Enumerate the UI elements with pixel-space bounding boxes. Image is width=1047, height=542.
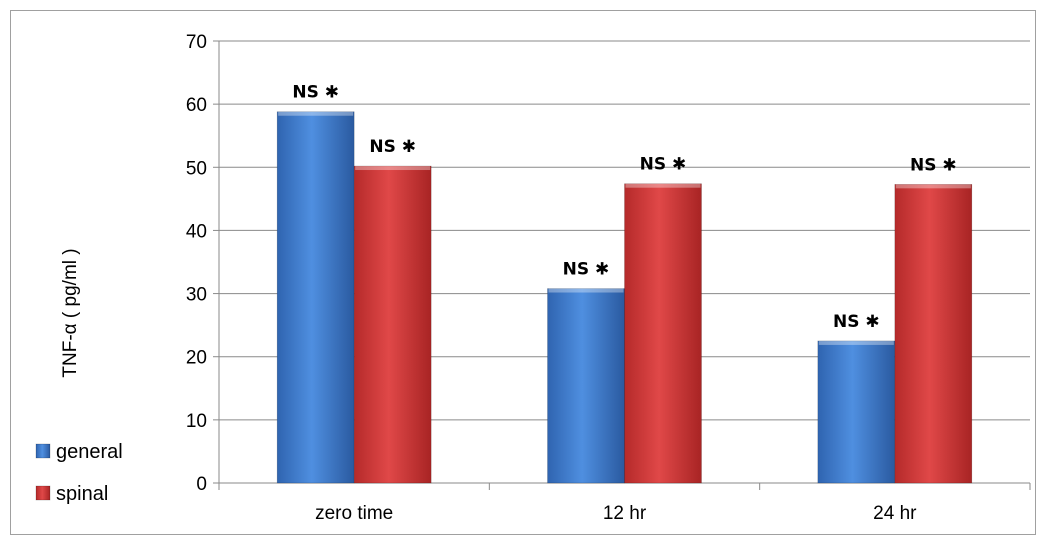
- data-label: NS ✱: [640, 155, 687, 175]
- y-tick-label: 70: [186, 32, 207, 53]
- y-tick-label: 60: [186, 95, 207, 116]
- y-tick-label: 40: [186, 221, 207, 242]
- bars: [276, 111, 973, 484]
- bar-highlight: [355, 166, 431, 171]
- bar-highlight: [895, 184, 971, 189]
- data-label: NS ✱: [910, 155, 957, 175]
- data-label: NS ✱: [563, 260, 610, 280]
- data-label: NS ✱: [833, 312, 880, 332]
- bar-highlight: [548, 288, 624, 293]
- y-tick-label: 20: [186, 348, 207, 369]
- bar-general: [817, 340, 896, 484]
- y-tick-label: 0: [196, 474, 207, 495]
- legend-label-general: general: [56, 441, 123, 463]
- bar-spinal: [353, 165, 432, 484]
- data-label: NS ✱: [369, 137, 416, 157]
- bar-general: [547, 288, 625, 484]
- bar-highlight: [278, 111, 354, 116]
- chart-frame: [10, 10, 1036, 535]
- y-axis-title: TNF-α ( pg/ml ): [60, 248, 81, 377]
- bar-general: [276, 111, 355, 484]
- legend: general spinal: [35, 441, 123, 505]
- bar-highlight: [625, 183, 701, 188]
- bar-spinal: [894, 184, 973, 484]
- legend-label-spinal: spinal: [56, 483, 108, 505]
- x-tick-label: 12 hr: [603, 503, 647, 524]
- bar-spinal: [624, 183, 702, 484]
- x-tick-label: zero time: [315, 503, 393, 524]
- data-label: NS ✱: [292, 83, 339, 103]
- data-labels: NS ✱ NS ✱ NS ✱ NS ✱ NS ✱ NS ✱: [292, 83, 956, 332]
- y-tick-label: 30: [186, 285, 207, 306]
- legend-swatch-spinal: [35, 485, 51, 501]
- y-tick-label: 10: [186, 411, 207, 432]
- x-tick-label: 24 hr: [873, 503, 917, 524]
- bar-highlight: [818, 340, 894, 345]
- legend-swatch-general: [35, 443, 51, 459]
- y-tick-label: 50: [186, 158, 207, 179]
